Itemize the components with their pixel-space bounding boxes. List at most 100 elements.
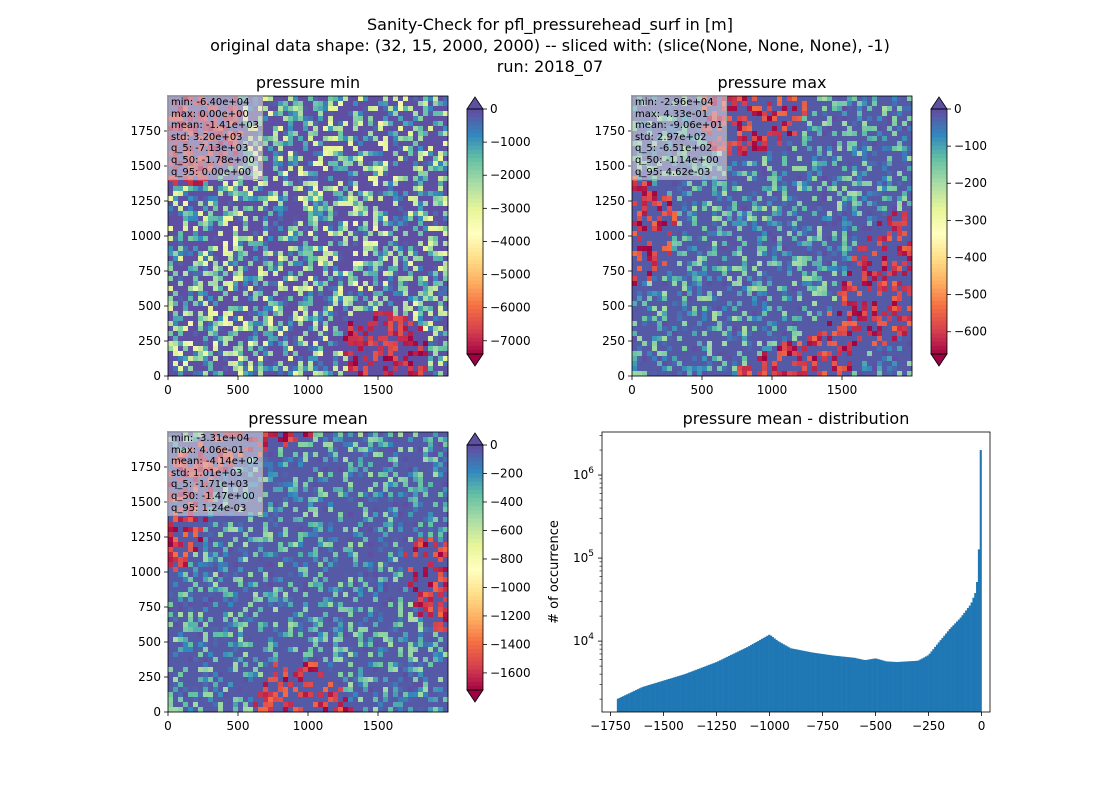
histogram-bar bbox=[861, 659, 864, 712]
x-tick-label: 0 bbox=[628, 383, 636, 397]
axes-frame bbox=[601, 431, 991, 713]
colorbar-tick-label: −800 bbox=[490, 552, 523, 566]
histogram-bar bbox=[666, 679, 669, 712]
histogram-bar bbox=[930, 651, 933, 712]
histogram-bar bbox=[972, 597, 975, 712]
figure-title-line-2: original data shape: (32, 15, 2000, 2000… bbox=[210, 36, 890, 55]
stats-line: mean: -1.41e+03 bbox=[171, 120, 260, 132]
histogram-bar bbox=[704, 666, 707, 712]
colorbar-tick-label: −1000 bbox=[490, 135, 531, 149]
y-tick-label: 500 bbox=[602, 299, 625, 313]
histogram-bar bbox=[740, 649, 743, 712]
histogram-bar bbox=[751, 644, 754, 712]
stats-line: q_5: -7.13e+03 bbox=[171, 143, 249, 155]
histogram-bar bbox=[875, 658, 878, 712]
histogram-bar bbox=[627, 693, 630, 712]
histogram-bar bbox=[846, 657, 849, 712]
histogram-bar bbox=[937, 642, 940, 712]
histogram-bar bbox=[897, 661, 900, 712]
histogram-bar bbox=[799, 650, 802, 712]
stats-line: q_95: 4.62e-03 bbox=[635, 166, 711, 178]
x-tick-label: 500 bbox=[227, 719, 250, 733]
y-tick-label: 106 bbox=[573, 466, 594, 482]
histogram-bar bbox=[892, 661, 895, 712]
histogram-bar bbox=[821, 653, 824, 712]
histogram-bar bbox=[961, 615, 964, 712]
y-tick-label: 1250 bbox=[130, 194, 161, 208]
histogram-panel: pressure mean - distribution # of occurre… bbox=[547, 409, 991, 733]
y-tick-label: 1500 bbox=[594, 159, 625, 173]
histogram-bar bbox=[697, 669, 700, 712]
histogram-bar bbox=[844, 656, 847, 712]
panel-title: pressure mean - distribution bbox=[683, 409, 910, 428]
histogram-bar bbox=[934, 646, 937, 712]
x-tick-label: 500 bbox=[691, 383, 714, 397]
histogram-bar bbox=[877, 659, 880, 712]
histogram-bar bbox=[629, 692, 632, 712]
histogram-bars bbox=[616, 450, 982, 712]
histogram-bar bbox=[642, 686, 645, 712]
histogram-bar bbox=[664, 680, 667, 712]
histogram-bar bbox=[656, 682, 660, 712]
histogram-bar bbox=[952, 625, 955, 712]
histogram-bar bbox=[888, 661, 891, 712]
histogram-bar bbox=[826, 654, 829, 712]
histogram-bar bbox=[904, 661, 908, 712]
histogram-bar bbox=[917, 660, 920, 712]
histogram-bar bbox=[863, 659, 866, 712]
colorbar-tick-label: 0 bbox=[490, 438, 498, 452]
histogram-bar bbox=[793, 649, 796, 712]
x-tick-label: 1000 bbox=[293, 383, 324, 397]
histogram-bar bbox=[926, 655, 929, 712]
histogram-bar bbox=[757, 640, 760, 712]
histogram-bar bbox=[810, 652, 813, 712]
colorbar-tick-label: −400 bbox=[490, 495, 523, 509]
colorbar-tick-label: 0 bbox=[954, 102, 962, 116]
stats-line: min: -3.31e+04 bbox=[171, 433, 250, 444]
histogram-bar bbox=[762, 637, 765, 712]
histogram-bar bbox=[675, 676, 678, 712]
stats-line: q_50: -1.47e+00 bbox=[171, 490, 255, 502]
y-axis-label: # of occurrence bbox=[547, 520, 562, 624]
histogram-bar bbox=[977, 549, 980, 712]
histogram-bar bbox=[777, 641, 780, 712]
histogram-bar bbox=[824, 654, 827, 712]
histogram-bar bbox=[618, 697, 621, 712]
histogram-bar bbox=[773, 638, 776, 712]
histogram-bar bbox=[748, 646, 751, 712]
histogram-bar bbox=[808, 651, 811, 712]
histogram-bar bbox=[842, 656, 846, 712]
y-tick-label: 1750 bbox=[594, 124, 625, 138]
figure-title-line-1: Sanity-Check for pfl_pressurehead_surf i… bbox=[367, 15, 733, 34]
histogram-bar bbox=[728, 655, 731, 712]
colorbar-tick-label: −3000 bbox=[490, 201, 531, 215]
histogram-bar bbox=[817, 653, 820, 712]
histogram-bar bbox=[653, 683, 656, 712]
histogram-bar bbox=[616, 698, 619, 712]
histogram-bar bbox=[886, 661, 889, 712]
histogram-bar bbox=[948, 629, 951, 712]
y-tick-label: 1000 bbox=[594, 229, 625, 243]
histogram-bar bbox=[680, 675, 683, 712]
histogram-bar bbox=[895, 662, 898, 712]
colorbar-tick-label: −7000 bbox=[490, 334, 531, 348]
histogram-bar bbox=[677, 676, 680, 712]
y-tick-label: 750 bbox=[138, 264, 161, 278]
histogram-bar bbox=[770, 635, 773, 712]
stats-line: std: 1.01e+03 bbox=[171, 467, 243, 479]
x-tick-label: 1500 bbox=[363, 719, 394, 733]
histogram-bar bbox=[636, 689, 640, 712]
y-tick-label: 1750 bbox=[130, 124, 161, 138]
histogram-bar bbox=[735, 652, 738, 712]
colorbar: 0 −200 −400 −600 −800 −1000 −1200 −1400 −1600 bbox=[466, 432, 531, 703]
histogram-bar bbox=[662, 680, 665, 712]
stats-line: min: -2.96e+04 bbox=[635, 97, 714, 108]
y-tick-label: 1750 bbox=[130, 460, 161, 474]
histogram-bar bbox=[658, 681, 661, 712]
histogram-bar bbox=[979, 450, 982, 712]
histogram-bar bbox=[919, 659, 922, 712]
histogram-bar bbox=[857, 658, 860, 712]
histogram-bar bbox=[753, 643, 756, 712]
colorbar-tick-label: 0 bbox=[490, 102, 498, 116]
histogram-bar bbox=[890, 661, 893, 712]
